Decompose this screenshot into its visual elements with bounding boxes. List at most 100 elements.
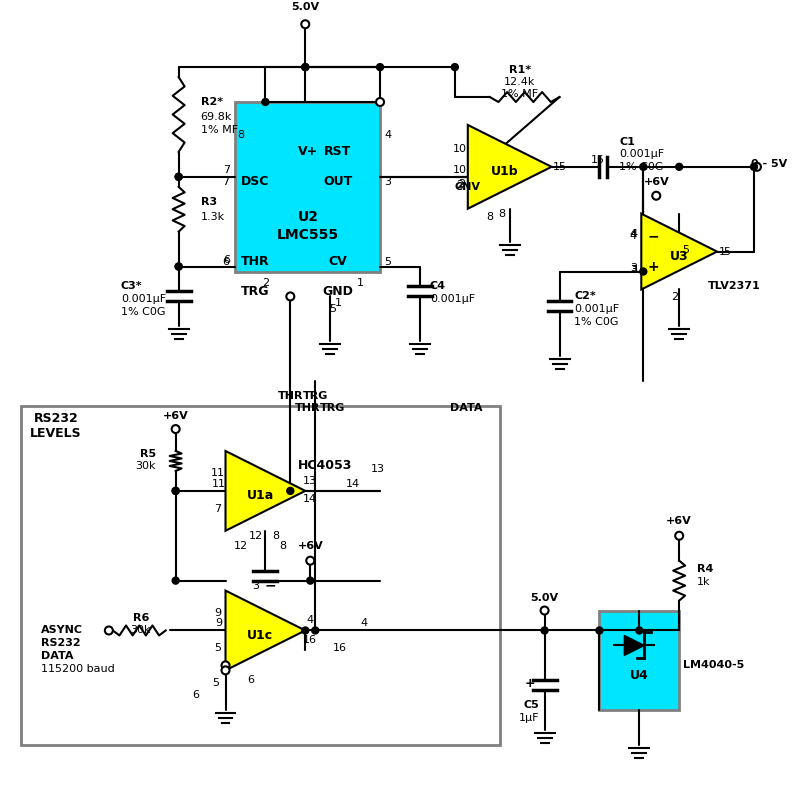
Text: RS232
LEVELS: RS232 LEVELS (30, 412, 82, 440)
Text: 4: 4 (360, 619, 367, 629)
Text: 3: 3 (630, 263, 637, 273)
Circle shape (377, 63, 383, 70)
Text: 1.3k: 1.3k (201, 212, 225, 221)
Text: C3*: C3* (121, 282, 142, 291)
Circle shape (172, 487, 179, 494)
Text: 0 - 5V: 0 - 5V (750, 159, 787, 168)
Circle shape (175, 173, 182, 180)
Circle shape (376, 98, 384, 106)
Text: 3: 3 (630, 264, 637, 274)
Text: 4: 4 (630, 229, 637, 239)
Text: 8: 8 (498, 209, 506, 218)
Text: DATA: DATA (450, 403, 482, 413)
Text: TRG: TRG (320, 403, 346, 413)
Circle shape (172, 425, 180, 433)
Text: 12.4k: 12.4k (504, 77, 535, 87)
Text: 15: 15 (590, 155, 605, 165)
Polygon shape (226, 451, 306, 531)
Text: 2: 2 (262, 278, 269, 289)
Text: 8: 8 (278, 541, 286, 551)
Text: 16: 16 (303, 635, 318, 645)
Text: 9: 9 (214, 607, 221, 618)
Text: 5.0V: 5.0V (530, 592, 558, 603)
Text: R1*: R1* (509, 65, 530, 75)
Text: 5: 5 (682, 244, 689, 255)
Text: CV: CV (328, 255, 347, 268)
Text: TRG: TRG (302, 392, 328, 401)
Polygon shape (468, 125, 551, 209)
Text: LM4040-5: LM4040-5 (683, 660, 745, 670)
Text: 10: 10 (453, 144, 467, 154)
Text: +6V: +6V (643, 176, 669, 187)
Text: DSC: DSC (242, 176, 270, 188)
Circle shape (175, 263, 182, 270)
Circle shape (675, 532, 683, 539)
Text: HC4053: HC4053 (298, 460, 353, 472)
Text: R5: R5 (139, 449, 156, 459)
Text: C1: C1 (619, 137, 635, 147)
Circle shape (306, 577, 314, 584)
Circle shape (636, 627, 642, 634)
Circle shape (172, 487, 179, 494)
Text: R6: R6 (133, 612, 149, 623)
Text: 1k: 1k (697, 577, 710, 587)
Text: 2: 2 (458, 179, 466, 189)
Circle shape (286, 293, 294, 301)
Text: U1a: U1a (246, 490, 274, 502)
Text: 0.001μF: 0.001μF (430, 294, 475, 305)
Text: 3: 3 (385, 176, 391, 187)
Text: 1: 1 (718, 247, 726, 256)
Text: 14: 14 (346, 479, 360, 489)
Text: 5: 5 (329, 305, 336, 314)
Circle shape (302, 63, 309, 70)
Text: R2*: R2* (201, 97, 222, 107)
Circle shape (222, 666, 230, 675)
Circle shape (312, 627, 318, 634)
Circle shape (287, 487, 294, 494)
Text: THR: THR (241, 255, 270, 268)
Text: +6V: +6V (298, 541, 323, 551)
Circle shape (640, 268, 646, 275)
Text: 4: 4 (306, 615, 314, 626)
Text: 4: 4 (630, 229, 638, 239)
Text: −: − (647, 229, 659, 244)
Text: DATA: DATA (41, 652, 74, 661)
Text: 1% MF: 1% MF (501, 89, 538, 99)
Text: THR: THR (295, 403, 321, 413)
Bar (599, 611, 679, 710)
Text: 115200 baud: 115200 baud (41, 664, 114, 675)
Circle shape (302, 21, 310, 28)
Bar (235, 102, 380, 271)
Circle shape (262, 99, 269, 105)
Text: 0.001μF: 0.001μF (574, 305, 620, 314)
Text: 5: 5 (723, 247, 730, 256)
Text: 2: 2 (670, 293, 678, 302)
Text: 0.001μF: 0.001μF (619, 149, 665, 159)
Text: 30k: 30k (135, 461, 156, 471)
Text: 10: 10 (453, 165, 467, 175)
Text: 13: 13 (371, 464, 385, 474)
Text: 5.0V: 5.0V (291, 2, 319, 13)
Circle shape (676, 163, 682, 170)
Text: +6V: +6V (162, 411, 189, 421)
Text: V+: V+ (298, 146, 318, 158)
Text: +: + (647, 259, 659, 274)
Text: 1% C0G: 1% C0G (574, 317, 619, 327)
Text: R4: R4 (697, 564, 714, 573)
Text: 1μF: 1μF (519, 713, 539, 723)
Text: 6: 6 (247, 676, 254, 685)
Text: +: + (524, 677, 535, 690)
Text: U2: U2 (298, 210, 318, 224)
Text: 7: 7 (214, 504, 221, 514)
Text: U1c: U1c (247, 629, 274, 642)
Text: C2*: C2* (574, 291, 596, 301)
Text: 1% C0G: 1% C0G (619, 162, 664, 172)
Text: 16: 16 (333, 643, 347, 653)
Text: R3: R3 (201, 197, 217, 206)
Text: U1b: U1b (491, 165, 518, 178)
Text: 15: 15 (553, 162, 566, 172)
Text: 5: 5 (214, 643, 221, 653)
Text: −: − (265, 578, 276, 592)
Text: U3: U3 (670, 250, 689, 263)
Circle shape (222, 661, 230, 669)
